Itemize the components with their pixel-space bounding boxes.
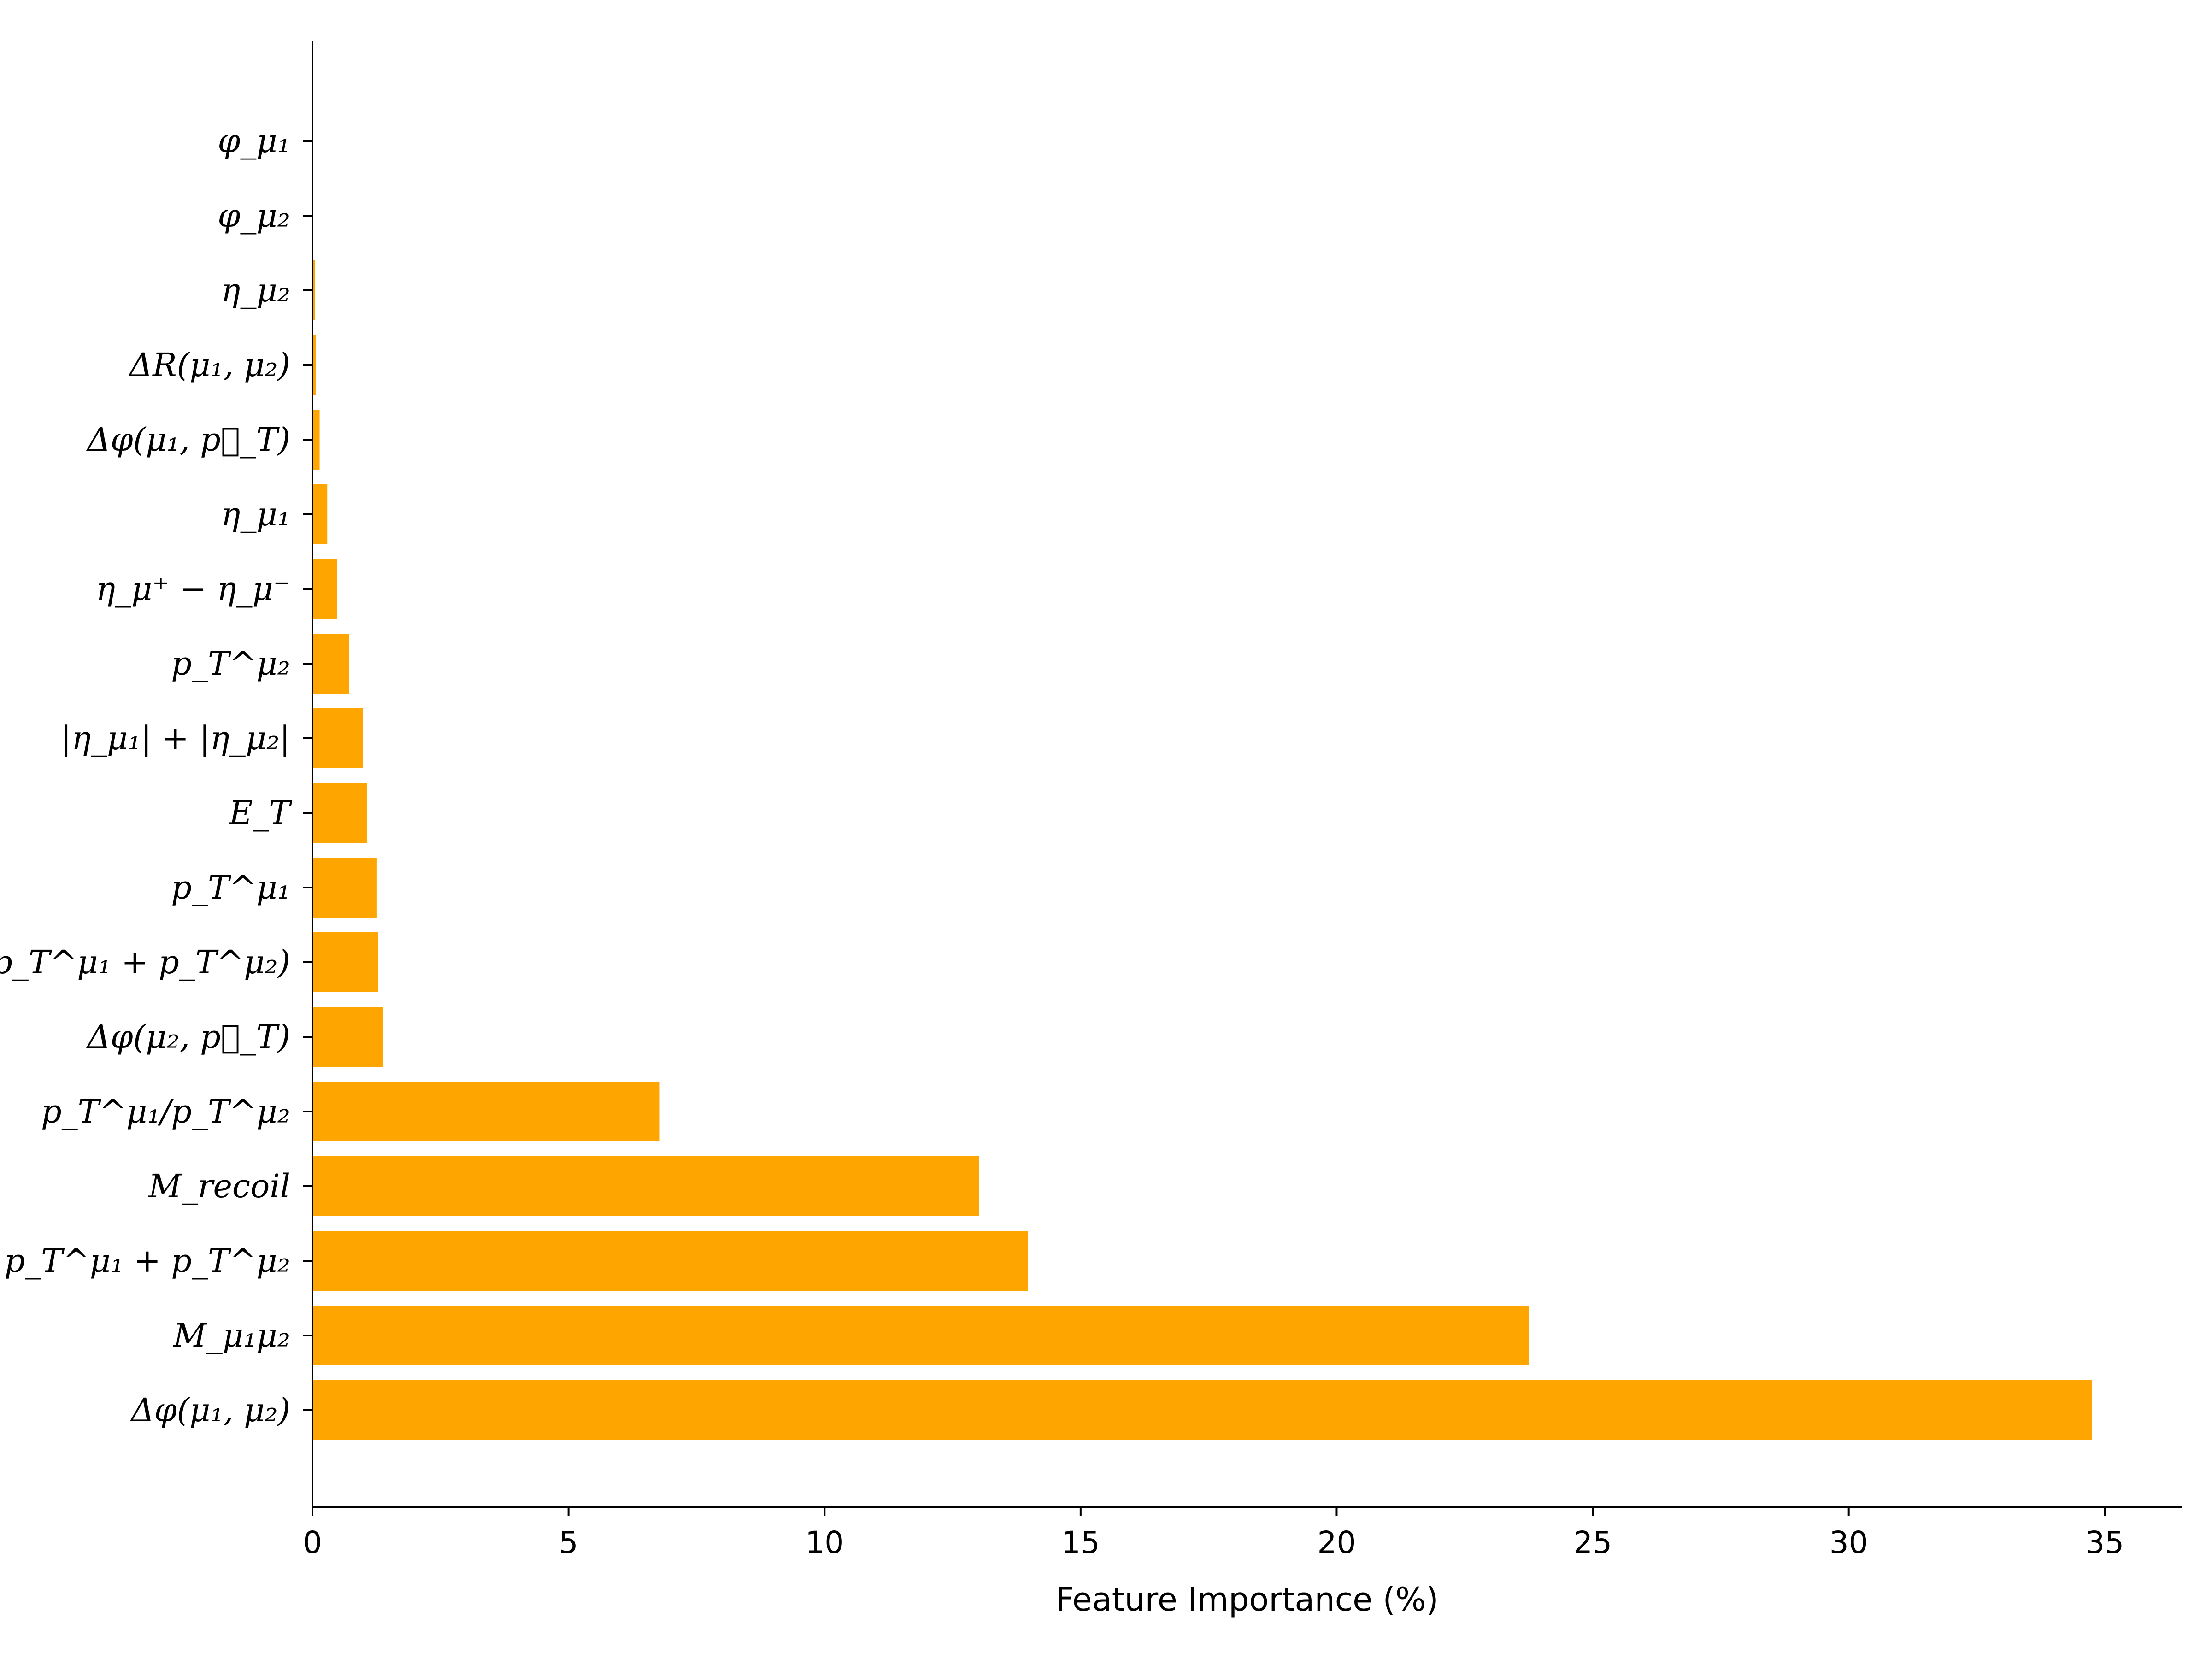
y-tick-label-15: η_μ₂ (221, 271, 291, 309)
x-tick-label-1: 5 (559, 1525, 578, 1560)
x-tick-label-5: 25 (1573, 1525, 1612, 1560)
bar-7 (312, 858, 377, 918)
y-tick-label-7: p_T^μ₁ (171, 869, 290, 906)
y-tick-label-14: ΔR(μ₁, μ₂) (128, 346, 291, 384)
y-tick-label-3: M_recoil (147, 1167, 290, 1205)
bar-6 (312, 932, 378, 992)
y-tick-label-0: Δφ(μ₁, μ₂) (129, 1391, 290, 1429)
x-tick-label-3: 15 (1061, 1525, 1100, 1560)
bar-12 (312, 484, 328, 544)
y-tick-label-11: η_μ⁺ − η_μ⁻ (96, 570, 290, 608)
bar-0 (312, 1380, 2092, 1440)
y-tick-label-2: p_T^μ₁ + p_T^μ₂ (4, 1242, 290, 1280)
y-tick-label-5: Δφ(μ₂, p⃗_T) (86, 1018, 290, 1056)
bar-2 (312, 1231, 1028, 1291)
bar-8 (312, 783, 367, 843)
y-tick-label-13: Δφ(μ₁, p⃗_T) (86, 421, 290, 459)
bar-10 (312, 634, 350, 694)
x-tick-label-4: 20 (1317, 1525, 1356, 1560)
bar-15 (312, 260, 315, 320)
y-tick-label-6: E_T/(p_T^μ₁ + p_T^μ₂) (0, 943, 290, 981)
y-tick-label-10: p_T^μ₂ (171, 645, 290, 682)
y-tick-label-1: M_μ₁μ₂ (172, 1317, 290, 1354)
bar-4 (312, 1082, 660, 1141)
x-tick-label-7: 35 (2085, 1525, 2124, 1560)
bar-1 (312, 1306, 1529, 1365)
y-tick-label-12: η_μ₁ (221, 495, 291, 533)
y-tick-label-17: φ_μ₁ (218, 122, 290, 160)
bars-group (312, 186, 2092, 1440)
y-tick-label-16: φ_μ₂ (218, 197, 290, 235)
bar-3 (312, 1156, 979, 1216)
y-axis-ticks: Δφ(μ₁, μ₂) M_μ₁μ₂ p_T^μ₁ + p_T^μ₂ M_recoil p… (0, 122, 312, 1429)
x-axis-label: Feature Importance (%) (1055, 1581, 1438, 1618)
x-tick-label-0: 0 (303, 1525, 322, 1560)
x-axis-ticks: 0 5 10 15 20 25 30 35 (303, 1507, 2124, 1560)
bar-13 (312, 410, 320, 470)
y-tick-label-4: p_T^μ₁/p_T^μ₂ (41, 1093, 290, 1130)
y-tick-label-9: |η_μ₁| + |η_μ₂| (61, 719, 290, 757)
bar-9 (312, 708, 364, 768)
bar-5 (312, 1007, 383, 1067)
x-tick-label-2: 10 (805, 1525, 844, 1560)
bar-14 (312, 335, 316, 395)
x-tick-label-6: 30 (1830, 1525, 1868, 1560)
y-tick-label-8: E_T (228, 794, 292, 832)
bar-11 (312, 559, 337, 619)
